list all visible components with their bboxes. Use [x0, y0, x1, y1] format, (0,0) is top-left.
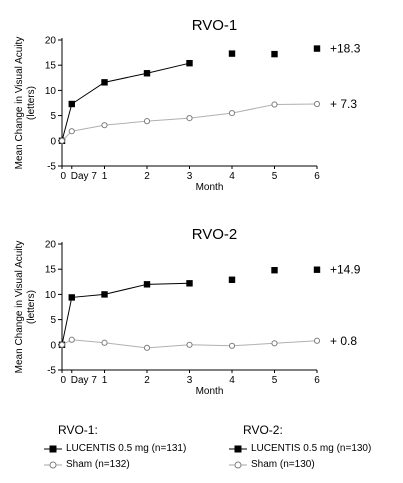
end-value-label: + 0.8 [330, 334, 357, 348]
x-tick-label: 1 [102, 375, 108, 386]
legend-label: Sham (n=130) [251, 459, 315, 470]
y-tick-label: 5 [50, 315, 56, 326]
data-point-sham [58, 137, 66, 144]
y-tick-label: 10 [45, 86, 57, 97]
data-point-lucentis [101, 291, 108, 298]
y-axis-title-line: Mean Change in Visual Acuity [14, 37, 25, 170]
data-point-sham [271, 101, 278, 108]
data-point-lucentis [186, 280, 193, 287]
chart-title: RVO-2 [192, 226, 238, 243]
data-point-lucentis [68, 294, 75, 301]
y-tick-label: 10 [45, 290, 57, 301]
legend-heading-rvo2: RVO-2: [243, 423, 283, 437]
data-point-sham [58, 341, 66, 348]
y-axis-title-line: Mean Change in Visual Acuity [14, 241, 25, 374]
y-axis-title-line: (letters) [26, 86, 37, 120]
data-point-lucentis [68, 100, 75, 108]
data-point-lucentis [101, 79, 108, 86]
y-axis-title-line: (letters) [26, 290, 37, 324]
data-point-sham [186, 115, 193, 122]
x-tick-label: 0 [60, 171, 66, 182]
y-tick-label: 20 [45, 240, 57, 251]
x-tick-label: Day 7 [71, 171, 98, 182]
end-value-label: +18.3 [330, 42, 361, 56]
x-axis-title: Month [196, 386, 224, 397]
x-tick-label: 4 [229, 171, 235, 182]
legend-heading-rvo1: RVO-1: [58, 423, 98, 437]
legend-marker-filled-square-icon [229, 445, 247, 452]
end-value-label: + 7.3 [330, 97, 357, 111]
legend-item-rvo1-lucentis: LUCENTIS 0.5 mg (n=131) [44, 443, 186, 454]
legend-item-rvo2-lucentis: LUCENTIS 0.5 mg (n=130) [229, 443, 371, 454]
legend-item-rvo2-sham: Sham (n=130) [229, 459, 315, 470]
data-point-sham [228, 109, 236, 117]
data-point-sham [228, 342, 236, 349]
data-point-sham [68, 128, 75, 135]
y-axis-title: Mean Change in Visual Acuity(letters) [14, 241, 37, 374]
data-point-lucentis [271, 50, 278, 58]
data-point-lucentis [228, 276, 236, 283]
y-tick-label: 0 [50, 340, 56, 351]
data-point-sham [313, 100, 321, 108]
x-tick-label: 5 [272, 375, 278, 386]
data-point-sham [186, 341, 193, 348]
data-point-sham [143, 344, 151, 351]
x-tick-label: Day 7 [71, 375, 98, 386]
data-point-sham [68, 336, 75, 343]
legend-label: LUCENTIS 0.5 mg (n=130) [251, 443, 372, 454]
chart-title: RVO-1 [192, 17, 238, 34]
data-point-lucentis [186, 59, 193, 67]
y-tick-label: -5 [47, 162, 56, 173]
x-tick-label: 6 [314, 171, 320, 182]
data-point-sham [101, 122, 108, 129]
data-point-sham [271, 340, 278, 347]
y-tick-label: 5 [50, 111, 56, 122]
data-point-lucentis [143, 70, 151, 77]
x-tick-label: 4 [229, 375, 235, 386]
x-tick-label: 3 [187, 171, 193, 182]
x-tick-label: 2 [144, 171, 150, 182]
data-point-lucentis [228, 50, 236, 57]
x-tick-label: 3 [187, 375, 193, 386]
y-tick-label: 15 [45, 265, 57, 276]
data-point-sham [101, 339, 108, 346]
data-point-lucentis [313, 45, 321, 52]
legend-item-rvo1-sham: Sham (n=132) [44, 459, 130, 470]
series-line-sham [61, 339, 318, 349]
data-point-lucentis [271, 267, 278, 274]
x-tick-label: 1 [102, 171, 108, 182]
series-line-sham [61, 103, 318, 142]
y-tick-label: -5 [47, 366, 56, 377]
x-tick-label: 5 [272, 171, 278, 182]
x-axis-title: Month [196, 182, 224, 193]
y-tick-label: 20 [45, 36, 57, 47]
legend-label: Sham (n=132) [66, 459, 130, 470]
legend-marker-filled-square-icon [44, 445, 62, 452]
y-tick-label: 15 [45, 61, 57, 72]
x-tick-label: 2 [144, 375, 150, 386]
data-point-lucentis [313, 266, 321, 273]
y-axis-title: Mean Change in Visual Acuity(letters) [14, 37, 37, 170]
data-point-sham [143, 118, 151, 125]
legend-marker-open-circle-icon [44, 461, 62, 468]
legend-label: LUCENTIS 0.5 mg (n=131) [66, 443, 187, 454]
chart-panel-1: RVO-1 -5 0 5 10 15 20 0 Day 7 1 2 3 4 5 6 Month Mean Cha… [14, 17, 361, 193]
end-value-label: +14.9 [330, 263, 361, 277]
legend-marker-open-circle-icon [229, 461, 247, 468]
chart-panel-2: RVO-2 -5 0 5 10 15 20 0 Day 7 1 2 3 4 5 6 Month Mean Cha… [14, 226, 361, 397]
y-tick-label: 0 [50, 136, 56, 147]
x-tick-label: 6 [314, 375, 320, 386]
data-point-lucentis [143, 281, 151, 288]
data-point-sham [313, 337, 321, 344]
x-tick-label: 0 [60, 375, 66, 386]
